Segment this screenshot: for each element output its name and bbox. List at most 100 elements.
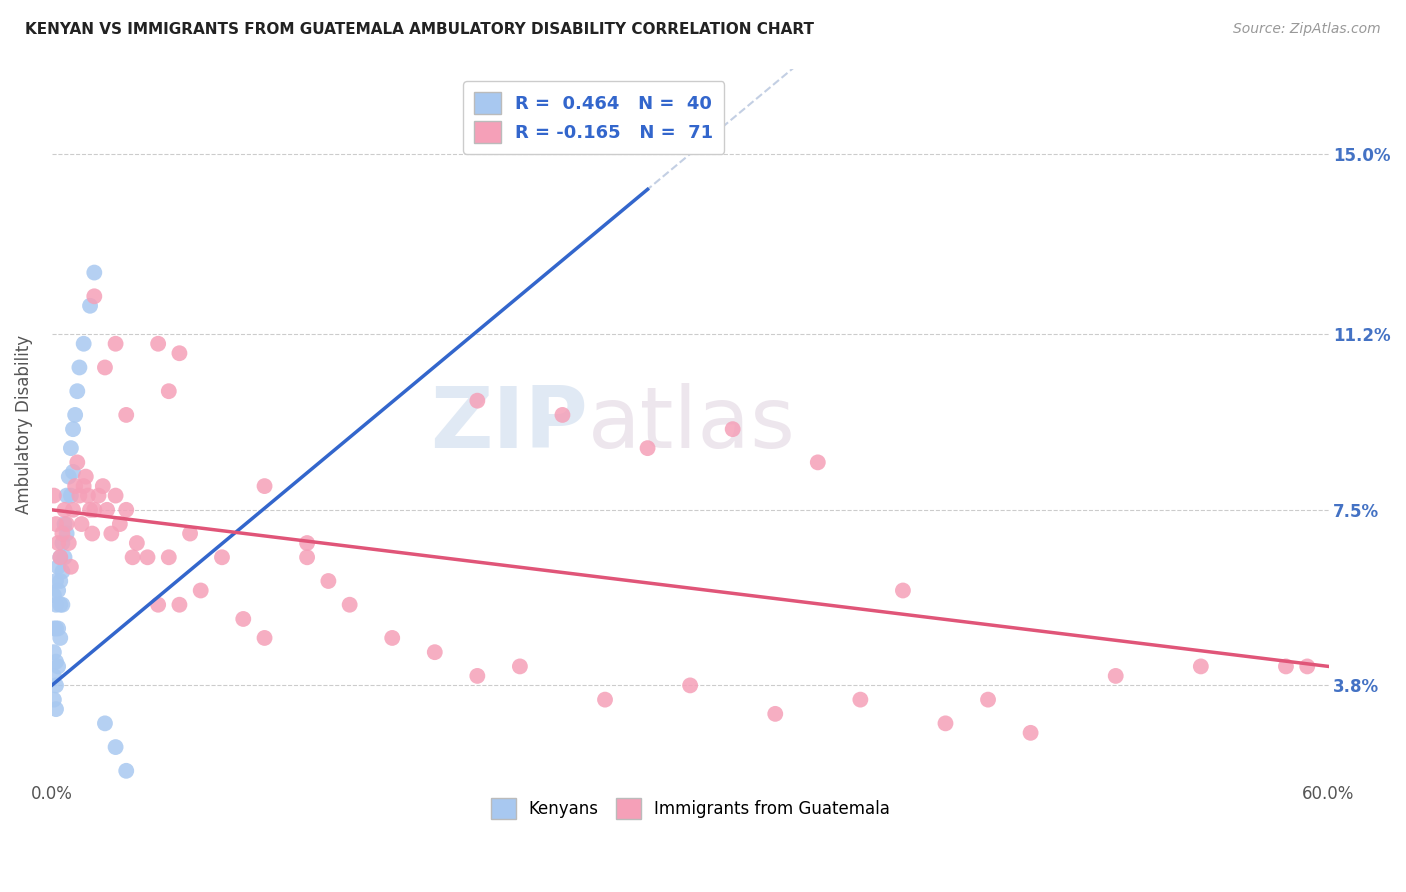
Point — [73, 479, 96, 493]
Point — [42, 588, 65, 602]
Point — [94, 360, 117, 375]
Point — [1275, 659, 1298, 673]
Point — [49, 631, 72, 645]
Point — [169, 598, 191, 612]
Point — [45, 655, 67, 669]
Point — [104, 489, 127, 503]
Point — [51, 536, 73, 550]
Point — [62, 503, 84, 517]
Point — [83, 503, 105, 517]
Point — [63, 479, 86, 493]
Point — [318, 574, 340, 588]
Point — [55, 526, 77, 541]
Point — [62, 422, 84, 436]
Point — [42, 489, 65, 503]
Text: KENYAN VS IMMIGRANTS FROM GUATEMALA AMBULATORY DISABILITY CORRELATION CHART: KENYAN VS IMMIGRANTS FROM GUATEMALA AMBU… — [25, 22, 814, 37]
Point — [763, 706, 786, 721]
Point — [115, 764, 138, 778]
Text: Source: ZipAtlas.com: Source: ZipAtlas.com — [1233, 22, 1381, 37]
Point — [108, 517, 131, 532]
Point — [58, 469, 80, 483]
Point — [63, 408, 86, 422]
Point — [42, 669, 65, 683]
Point — [45, 574, 67, 588]
Point — [46, 559, 69, 574]
Point — [42, 692, 65, 706]
Point — [91, 479, 114, 493]
Y-axis label: Ambulatory Disability: Ambulatory Disability — [15, 334, 32, 514]
Point — [45, 702, 67, 716]
Point — [83, 289, 105, 303]
Point — [509, 659, 531, 673]
Point — [83, 266, 105, 280]
Point — [253, 631, 276, 645]
Point — [67, 489, 90, 503]
Point — [53, 503, 76, 517]
Point — [59, 559, 82, 574]
Point — [59, 489, 82, 503]
Point — [53, 517, 76, 532]
Point — [807, 455, 830, 469]
Point — [51, 565, 73, 579]
Point — [253, 479, 276, 493]
Point — [136, 550, 159, 565]
Point — [157, 550, 180, 565]
Point — [45, 678, 67, 692]
Point — [66, 455, 89, 469]
Point — [59, 441, 82, 455]
Point — [53, 550, 76, 565]
Point — [104, 336, 127, 351]
Point — [146, 336, 169, 351]
Point — [146, 598, 169, 612]
Point — [46, 622, 69, 636]
Point — [1189, 659, 1212, 673]
Text: atlas: atlas — [588, 383, 796, 466]
Point — [45, 598, 67, 612]
Point — [49, 574, 72, 588]
Point — [295, 550, 318, 565]
Point — [70, 517, 93, 532]
Point — [1105, 669, 1128, 683]
Point — [679, 678, 702, 692]
Point — [179, 526, 201, 541]
Point — [45, 622, 67, 636]
Point — [849, 692, 872, 706]
Point — [104, 740, 127, 755]
Point — [79, 503, 101, 517]
Point — [96, 503, 118, 517]
Point — [42, 645, 65, 659]
Point — [467, 669, 489, 683]
Point — [46, 659, 69, 673]
Point — [55, 489, 77, 503]
Point — [115, 503, 138, 517]
Point — [45, 517, 67, 532]
Point — [51, 526, 73, 541]
Point — [637, 441, 659, 455]
Point — [295, 536, 318, 550]
Point — [115, 408, 138, 422]
Point — [467, 393, 489, 408]
Point — [51, 598, 73, 612]
Point — [190, 583, 212, 598]
Point — [77, 489, 100, 503]
Point — [49, 550, 72, 565]
Point — [551, 408, 574, 422]
Point — [934, 716, 956, 731]
Point — [211, 550, 233, 565]
Point — [1019, 726, 1042, 740]
Point — [58, 536, 80, 550]
Point — [1296, 659, 1319, 673]
Point — [339, 598, 361, 612]
Point — [232, 612, 254, 626]
Point — [125, 536, 148, 550]
Point — [381, 631, 404, 645]
Point — [75, 469, 97, 483]
Point — [62, 465, 84, 479]
Point — [46, 536, 69, 550]
Point — [94, 716, 117, 731]
Legend: Kenyans, Immigrants from Guatemala: Kenyans, Immigrants from Guatemala — [484, 792, 897, 825]
Point — [423, 645, 446, 659]
Text: ZIP: ZIP — [430, 383, 588, 466]
Point — [169, 346, 191, 360]
Point — [82, 526, 104, 541]
